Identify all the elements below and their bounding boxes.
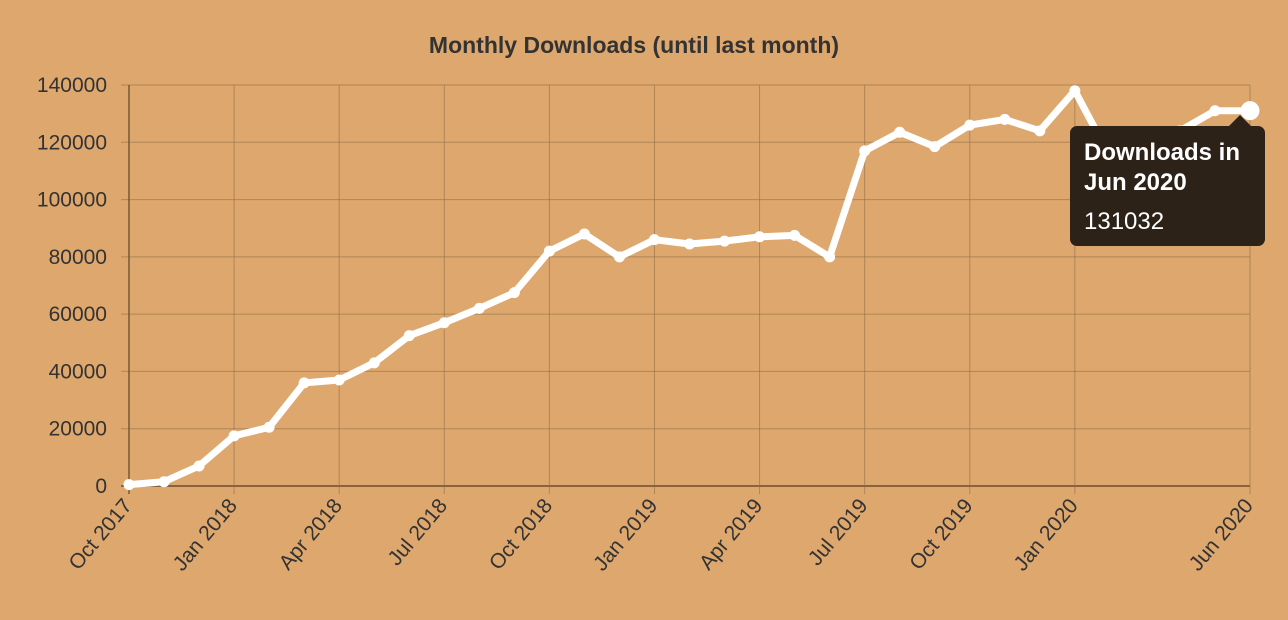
- y-tick-label: 40000: [49, 360, 107, 383]
- data-point[interactable]: [158, 476, 170, 488]
- data-point[interactable]: [508, 287, 520, 299]
- data-point[interactable]: [1034, 125, 1046, 137]
- x-tick-label: Apr 2018: [275, 494, 347, 574]
- x-tick-label: Apr 2019: [695, 494, 767, 574]
- tooltip-title: Downloads in Jun 2020: [1084, 139, 1240, 196]
- data-point[interactable]: [789, 229, 801, 241]
- x-tick-label: Jan 2019: [589, 494, 662, 575]
- chart-title: Monthly Downloads (until last month): [429, 32, 839, 58]
- data-point[interactable]: [263, 421, 275, 433]
- data-point[interactable]: [473, 302, 485, 314]
- data-point[interactable]: [1209, 105, 1221, 117]
- x-tick-label: Oct 2018: [485, 494, 557, 574]
- data-point[interactable]: [578, 228, 590, 240]
- data-point[interactable]: [298, 377, 310, 389]
- x-axis: Oct 2017 Jan 2018 Apr 2018 Jul 2018 Oct 2018…: [64, 494, 1257, 575]
- x-tick-label: Jul 2019: [804, 494, 873, 570]
- data-point[interactable]: [964, 119, 976, 131]
- y-axis: 0 20000 40000 60000 80000 100000 120000 140000: [37, 74, 107, 498]
- y-tick-label: 0: [95, 475, 107, 498]
- data-point[interactable]: [754, 231, 766, 243]
- x-tick-label: Jan 2018: [169, 494, 242, 575]
- data-point[interactable]: [123, 479, 135, 491]
- data-points: [123, 85, 1260, 491]
- data-point[interactable]: [543, 245, 555, 257]
- x-tick-label: Jun 2020: [1185, 494, 1258, 575]
- data-point[interactable]: [228, 430, 240, 442]
- data-point[interactable]: [719, 235, 731, 247]
- grid-lines: [121, 84, 1251, 494]
- data-point[interactable]: [929, 141, 941, 153]
- y-tick-label: 80000: [49, 246, 107, 269]
- tooltip: Downloads in Jun 2020 131032: [1070, 115, 1265, 246]
- y-tick-label: 60000: [49, 303, 107, 326]
- data-point[interactable]: [894, 126, 906, 138]
- tooltip-value: 131032: [1084, 208, 1165, 235]
- y-tick-label: 120000: [37, 131, 107, 154]
- y-tick-label: 20000: [49, 418, 107, 441]
- data-point[interactable]: [438, 317, 450, 329]
- x-tick-label: Jul 2018: [383, 494, 452, 570]
- data-point[interactable]: [684, 238, 695, 250]
- data-point[interactable]: [193, 460, 205, 472]
- x-tick-label: Oct 2019: [905, 494, 977, 574]
- data-point[interactable]: [333, 374, 345, 386]
- data-point[interactable]: [403, 330, 415, 342]
- data-point[interactable]: [1069, 85, 1081, 97]
- x-tick-label: Oct 2017: [64, 494, 136, 574]
- x-tick-label: Jan 2020: [1010, 494, 1083, 575]
- y-tick-label: 140000: [37, 74, 107, 97]
- y-tick-label: 100000: [37, 189, 107, 212]
- data-point[interactable]: [824, 251, 836, 263]
- data-point[interactable]: [648, 234, 660, 246]
- data-point[interactable]: [368, 357, 380, 369]
- data-point[interactable]: [859, 145, 871, 157]
- data-point[interactable]: [613, 251, 625, 263]
- data-point[interactable]: [999, 113, 1011, 125]
